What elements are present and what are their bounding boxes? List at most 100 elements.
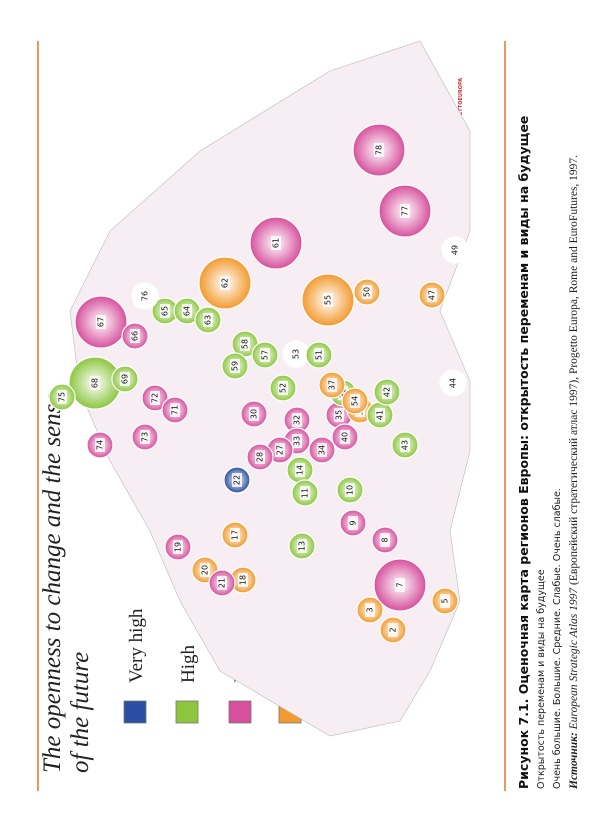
- region-label-box: [275, 443, 285, 457]
- region-label-box: [217, 576, 227, 590]
- region-label: 14: [296, 465, 305, 475]
- region-label: 59: [231, 361, 240, 371]
- legend-swatch: [123, 700, 147, 724]
- logo: PROGETTOEUROPA: [458, 78, 464, 131]
- region-label-box: [388, 623, 398, 637]
- region-label: 57: [261, 350, 270, 360]
- region-label-box: [95, 438, 105, 452]
- region-label: 69: [121, 374, 130, 384]
- caption-source: Источник: European Strategic Atlas 1997 …: [568, 155, 580, 790]
- region-label: 61: [272, 238, 281, 248]
- region-label: 47: [428, 290, 437, 300]
- region-label-box: [220, 276, 230, 290]
- map-title: The openness to change and the sense: [39, 393, 66, 773]
- source-rest: (Европейский стратегический атлас 1997),…: [568, 155, 580, 585]
- region-label: 52: [279, 383, 288, 393]
- region-label-box: [230, 359, 240, 373]
- source-label: Источник:: [568, 732, 580, 790]
- region-label: 19: [174, 542, 183, 552]
- region-label-box: [317, 443, 327, 457]
- region-label: 66: [131, 331, 140, 341]
- region-label-box: [365, 603, 375, 617]
- region-label-box: [295, 463, 305, 477]
- region-label: 8: [381, 537, 390, 542]
- caption-line: Открытость переменам и виды на будущее: [536, 569, 547, 789]
- region-label-box: [240, 337, 250, 351]
- region-label: 58: [241, 339, 250, 349]
- region-label-box: [297, 539, 307, 553]
- region-label: 73: [141, 432, 150, 442]
- region-label-box: [278, 381, 288, 395]
- map-title: of the future: [67, 652, 94, 773]
- region-label-box: [345, 483, 355, 497]
- region-label-box: [232, 473, 242, 487]
- region-label: 27: [276, 445, 285, 455]
- region-label: 64: [183, 306, 192, 316]
- region-label-box: [120, 372, 130, 386]
- region-label-box: [255, 450, 265, 464]
- legend-label: Very high: [126, 608, 147, 683]
- caption-heading: Рисунок 7.1. Оценочная карта регионов Ев…: [516, 116, 531, 789]
- region-label-box: [374, 143, 384, 157]
- region-label-box: [249, 407, 259, 421]
- region-label: 17: [231, 530, 240, 540]
- region-label: 49: [451, 245, 460, 255]
- region-label-box: [170, 403, 180, 417]
- region-label: 21: [218, 578, 227, 588]
- legend-label: High: [178, 645, 199, 684]
- region-label-box: [140, 289, 150, 303]
- region-label-box: [400, 438, 410, 452]
- region-label: 76: [141, 291, 150, 301]
- legend-swatch: [175, 700, 199, 724]
- caption-line: Очень большие. Большие. Средние. Слабые.…: [552, 488, 563, 789]
- region-label: 68: [91, 378, 100, 388]
- region-label-box: [395, 578, 405, 592]
- region-label: 3: [366, 607, 375, 612]
- region-label: 2: [389, 627, 398, 632]
- region-label: 43: [401, 440, 410, 450]
- region-label: 42: [383, 387, 392, 397]
- region-label-box: [140, 430, 150, 444]
- region-label: 35: [335, 410, 344, 420]
- region-label-box: [427, 288, 437, 302]
- region-label: 54: [351, 396, 360, 406]
- region-label: 62: [221, 278, 230, 288]
- region-label-box: [350, 394, 360, 408]
- region-label: 37: [328, 380, 337, 390]
- region-label-box: [292, 434, 302, 448]
- region-label: 78: [375, 145, 384, 155]
- region-label-box: [203, 313, 213, 327]
- region-label: 36: [339, 388, 348, 398]
- region-label-box: [327, 378, 337, 392]
- region-label-box: [382, 385, 392, 399]
- region-label-box: [260, 348, 270, 362]
- region-label-box: [375, 408, 385, 422]
- region-label-box: [334, 408, 344, 422]
- region-label-box: [96, 315, 106, 329]
- region-label-box: [292, 413, 302, 427]
- region-label: 65: [161, 306, 170, 316]
- region-label: 75: [58, 392, 67, 402]
- region-label: 32: [293, 415, 302, 425]
- region-label: 41: [376, 410, 385, 420]
- region-label: 9: [349, 520, 358, 525]
- region-label: 33: [293, 436, 302, 446]
- region-label: 40: [341, 432, 350, 442]
- region-label-box: [440, 594, 450, 608]
- region-label: 5: [441, 598, 450, 603]
- region-label: 72: [151, 393, 160, 403]
- region-label-box: [300, 486, 310, 500]
- region-label: 18: [239, 575, 248, 585]
- region-label: 51: [315, 350, 324, 360]
- region-label-box: [362, 285, 372, 299]
- region-label-box: [130, 329, 140, 343]
- region-label-box: [291, 347, 301, 361]
- region-label-box: [160, 304, 170, 318]
- legend-swatch: [228, 700, 252, 724]
- region-label-box: [340, 430, 350, 444]
- region-label: 53: [292, 349, 301, 359]
- region-label-box: [173, 540, 183, 554]
- region-label-box: [323, 293, 333, 307]
